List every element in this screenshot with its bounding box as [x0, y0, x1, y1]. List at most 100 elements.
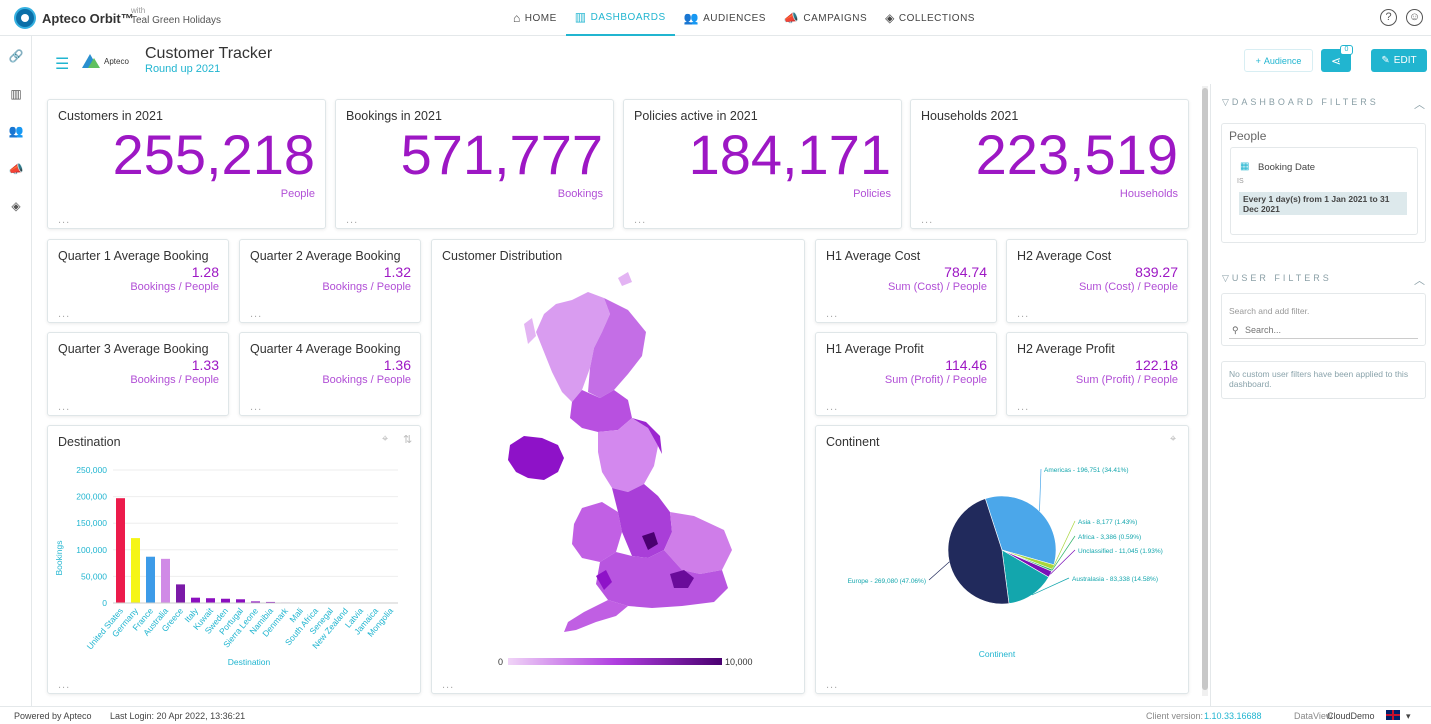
kpi-card-customers[interactable]: Customers in 2021 255,218 People ... — [47, 99, 326, 229]
map-legend-max: 10,000 — [725, 657, 753, 667]
audiences-icon: 👥 — [683, 11, 700, 25]
add-audience-button[interactable]: + Audience — [1244, 49, 1313, 72]
nav-dashboards[interactable]: ▥ DASHBOARDS — [565, 0, 675, 36]
dashboard-filters-title[interactable]: ▽DASHBOARD FILTERS — [1222, 97, 1379, 107]
kpi-unit: People — [280, 188, 315, 200]
layers-icon[interactable]: ◈ — [11, 199, 21, 213]
pie-slice — [947, 498, 1010, 605]
uk-map[interactable]: 0 10,000 — [432, 240, 804, 693]
nav-collections[interactable]: ◈ COLLECTIONS — [885, 11, 975, 25]
kpi-value: 1.33 — [191, 357, 219, 373]
nav-home[interactable]: ⌂ HOME — [513, 11, 557, 25]
filter-search-input[interactable] — [1229, 321, 1418, 339]
map-legend-min: 0 — [498, 657, 503, 667]
kpi-title: H1 Average Cost — [826, 249, 921, 263]
tag-icon[interactable]: ⌖ — [382, 433, 389, 445]
pie-leader-line — [1050, 549, 1076, 575]
calendar-icon: ▦ — [1240, 161, 1250, 172]
menu-icon[interactable]: ☰ — [55, 56, 70, 73]
card-menu-icon[interactable]: ... — [58, 214, 71, 226]
continent-card[interactable]: Continent ⌖ Continent Americas - 196,751… — [815, 425, 1189, 694]
powered-by[interactable]: Powered by Apteco — [14, 711, 92, 721]
map-region-england-northeast — [632, 418, 662, 454]
kpi-card-h2-cost[interactable]: H2 Average Cost 839.27 Sum (Cost) / Peop… — [1006, 239, 1188, 323]
destination-bar-chart[interactable]: Bookings Destination 0 50,000 100,000 150,0… — [48, 426, 420, 693]
card-menu-icon[interactable]: ... — [826, 308, 839, 320]
card-menu-icon[interactable]: ... — [346, 214, 359, 226]
map-region-hebrides — [524, 318, 536, 344]
footer: Powered by Apteco Last Login: 20 Apr 202… — [0, 706, 1431, 724]
chart-icon[interactable]: ▥ — [10, 87, 22, 101]
megaphone-icon[interactable]: 📣 — [8, 162, 24, 176]
pie-slice-label: Australasia - 83,338 (14.58%) — [1072, 576, 1158, 583]
dataview-label: DataView — [1294, 711, 1333, 721]
link-icon[interactable]: 🔗 — [8, 49, 24, 63]
card-menu-icon[interactable]: ... — [250, 401, 263, 413]
kpi-title: Quarter 4 Average Booking — [250, 342, 401, 356]
user-account-icon[interactable]: ☺ — [1406, 9, 1423, 26]
kpi-value: 114.46 — [945, 357, 987, 373]
chevron-up-icon[interactable]: ︿ — [1414, 99, 1425, 111]
bar — [206, 598, 215, 603]
people-icon[interactable]: 👥 — [8, 124, 24, 138]
collections-icon: ◈ — [885, 11, 895, 25]
customer-distribution-card[interactable]: Customer Distribution — [431, 239, 805, 694]
language-chevron-icon[interactable]: ▾ — [1406, 711, 1411, 721]
sort-icon[interactable]: ⇅ — [403, 434, 413, 446]
card-menu-icon[interactable]: ... — [442, 679, 455, 691]
date-range-chip[interactable]: Every 1 day(s) from 1 Jan 2021 to 31 Dec… — [1239, 192, 1407, 215]
chevron-up-icon[interactable]: ︿ — [1414, 275, 1425, 287]
kpi-unit: Bookings / People — [322, 281, 411, 293]
tag-icon[interactable]: ⌖ — [1170, 433, 1177, 445]
share-count-badge: 0 — [1340, 45, 1353, 55]
uk-flag-icon[interactable] — [1386, 710, 1400, 720]
bar — [236, 599, 245, 603]
nav-campaigns[interactable]: 📣 CAMPAIGNS — [783, 11, 868, 25]
pie-slice-label: Europe - 269,080 (47.06%) — [848, 578, 926, 585]
kpi-card-q2[interactable]: Quarter 2 Average Booking 1.32 Bookings … — [239, 239, 421, 323]
card-menu-icon[interactable]: ... — [1017, 401, 1030, 413]
kpi-unit: Bookings / People — [130, 281, 219, 293]
kpi-card-h1-cost[interactable]: H1 Average Cost 784.74 Sum (Cost) / Peop… — [815, 239, 997, 323]
card-menu-icon[interactable]: ... — [826, 401, 839, 413]
client-version: 1.10.33.16688 — [1204, 711, 1262, 721]
card-menu-icon[interactable]: ... — [58, 679, 71, 691]
pie-slice-label: Unclassified - 11,045 (1.93%) — [1078, 548, 1163, 555]
card-menu-icon[interactable]: ... — [58, 308, 71, 320]
apteco-logo-text: Apteco — [104, 57, 129, 66]
scrollbar-thumb[interactable] — [1202, 88, 1208, 690]
card-menu-icon[interactable]: ... — [250, 308, 263, 320]
share-icon: ⋖ — [1330, 53, 1342, 68]
card-menu-icon[interactable]: ... — [634, 214, 647, 226]
nav-audiences[interactable]: 👥 AUDIENCES — [683, 11, 766, 25]
kpi-card-q1[interactable]: Quarter 1 Average Booking 1.28 Bookings … — [47, 239, 229, 323]
booking-date-filter[interactable] — [1230, 147, 1418, 235]
plus-icon: + — [1255, 55, 1261, 66]
card-menu-icon[interactable]: ... — [1017, 308, 1030, 320]
kpi-value: 571,777 — [400, 123, 603, 186]
card-menu-icon[interactable]: ... — [826, 679, 839, 691]
kpi-card-policies[interactable]: Policies active in 2021 184,171 Policies… — [623, 99, 902, 229]
card-menu-icon[interactable]: ... — [921, 214, 934, 226]
kpi-card-q3[interactable]: Quarter 3 Average Booking 1.33 Bookings … — [47, 332, 229, 416]
card-title: Continent — [826, 435, 880, 449]
campaigns-icon: 📣 — [783, 11, 800, 25]
continent-pie-chart[interactable]: Continent Americas - 196,751 (34.41%) Asi… — [816, 426, 1188, 693]
kpi-card-q4[interactable]: Quarter 4 Average Booking 1.36 Bookings … — [239, 332, 421, 416]
help-icon[interactable]: ? — [1380, 9, 1397, 26]
kpi-card-h2-profit[interactable]: H2 Average Profit 122.18 Sum (Profit) / … — [1006, 332, 1188, 416]
destination-card[interactable]: Destination ⌖ ⇅ Bookings Destination 0 50… — [47, 425, 421, 694]
kpi-card-households[interactable]: Households 2021 223,519 Households ... — [910, 99, 1189, 229]
map-region-england-midlands — [612, 484, 672, 558]
kpi-card-bookings[interactable]: Bookings in 2021 571,777 Bookings ... — [335, 99, 614, 229]
map-region-orkney — [618, 272, 632, 286]
kpi-value: 223,519 — [975, 123, 1178, 186]
bar-ytick-label: 50,000 — [81, 571, 107, 581]
kpi-card-h1-profit[interactable]: H1 Average Profit 114.46 Sum (Profit) / … — [815, 332, 997, 416]
edit-button[interactable]: ✎ EDIT — [1371, 49, 1427, 72]
user-filters-title[interactable]: ▽USER FILTERS — [1222, 273, 1332, 283]
orbit-logo-icon[interactable] — [14, 7, 36, 29]
map-region-london — [670, 570, 694, 588]
kpi-title: Quarter 1 Average Booking — [58, 249, 209, 263]
card-menu-icon[interactable]: ... — [58, 401, 71, 413]
